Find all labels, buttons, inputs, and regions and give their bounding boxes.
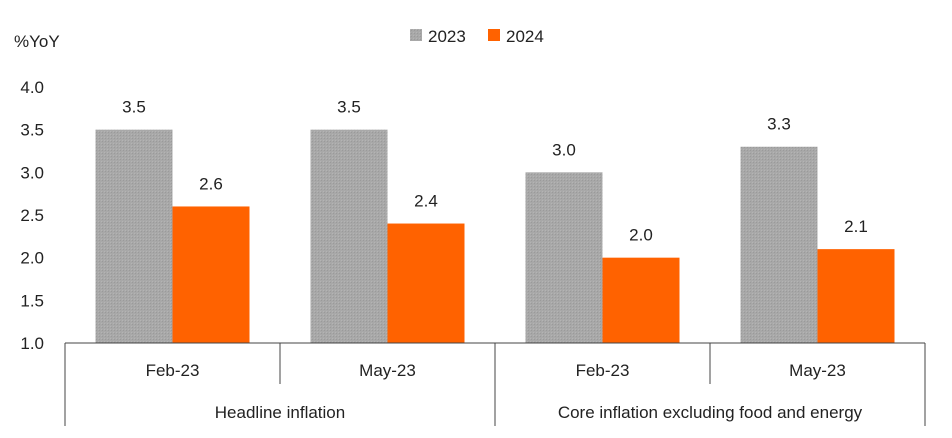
bar-2024 xyxy=(602,257,680,343)
bar-2023 xyxy=(740,146,818,343)
x-group-label: Core inflation excluding food and energy xyxy=(558,403,863,422)
data-label-2023: 3.3 xyxy=(767,115,791,134)
data-label-2024: 2.6 xyxy=(199,174,223,193)
y-axis: 1.0 1.5 2.0 2.5 3.0 3.5 4.0 xyxy=(20,78,44,353)
y-axis-unit-label: %YoY xyxy=(14,32,60,51)
x-category-label: May-23 xyxy=(789,361,846,380)
y-tick-label: 3.0 xyxy=(20,163,44,182)
bar-2023 xyxy=(95,129,173,343)
y-tick-label: 2.5 xyxy=(20,206,44,225)
bar-2023 xyxy=(525,172,603,343)
bars xyxy=(95,129,895,343)
x-category-label: May-23 xyxy=(359,361,416,380)
x-group-label: Headline inflation xyxy=(215,403,345,422)
x-category-label: Feb-23 xyxy=(576,361,630,380)
data-label-2024: 2.1 xyxy=(844,217,868,236)
y-tick-label: 1.0 xyxy=(20,334,44,353)
y-tick-label: 1.5 xyxy=(20,291,44,310)
data-label-2023: 3.5 xyxy=(337,98,361,117)
y-tick-label: 4.0 xyxy=(20,78,44,97)
y-tick-label: 2.0 xyxy=(20,249,44,268)
x-axis: Feb-23 May-23 Feb-23 May-23 Headline inflati… xyxy=(64,342,926,426)
legend-swatch-2023 xyxy=(410,29,422,41)
data-label-2023: 3.0 xyxy=(552,140,576,159)
bar-2024 xyxy=(387,223,465,343)
y-tick-label: 3.5 xyxy=(20,121,44,140)
legend-label-2024: 2024 xyxy=(506,27,544,46)
bar-2023 xyxy=(310,129,388,343)
data-label-2024: 2.4 xyxy=(414,192,438,211)
x-category-label: Feb-23 xyxy=(146,361,200,380)
legend-swatch-2024 xyxy=(488,29,500,41)
data-label-2024: 2.0 xyxy=(629,226,653,245)
data-labels: 3.5 2.6 3.5 2.4 3.0 2.0 3.3 2.1 xyxy=(122,98,868,245)
bar-2024 xyxy=(817,249,895,343)
legend-label-2023: 2023 xyxy=(428,27,466,46)
legend: 2023 2024 xyxy=(410,27,544,46)
data-label-2023: 3.5 xyxy=(122,98,146,117)
bar-2024 xyxy=(172,206,250,343)
